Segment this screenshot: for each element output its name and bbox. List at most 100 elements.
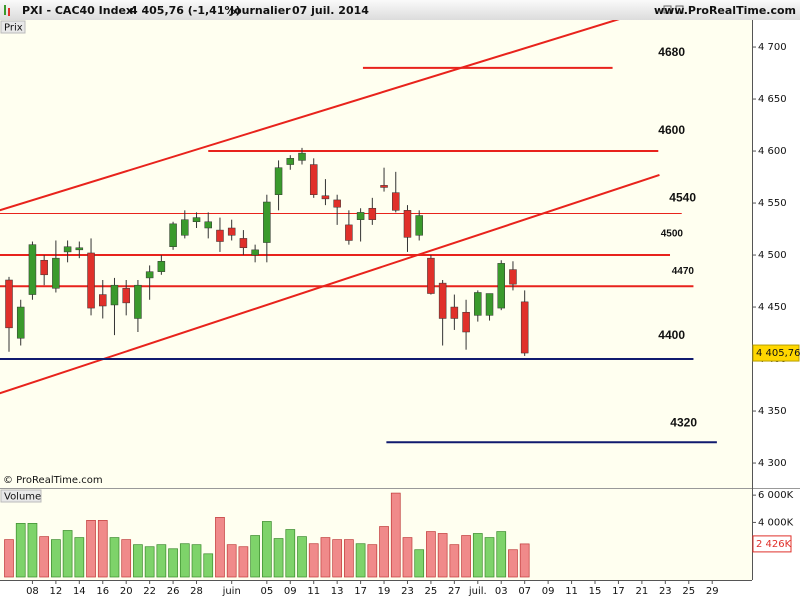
candle-body (87, 252, 95, 309)
x-tick-label: 22 (143, 586, 156, 597)
volume-bar (168, 548, 178, 578)
volume-label: Volume (4, 492, 41, 503)
volume-bar (74, 537, 85, 578)
volume-bar (179, 543, 190, 578)
x-tick-label: 12 (50, 586, 63, 597)
x-tick-label: 09 (542, 586, 555, 597)
x-tick-label: 11 (565, 586, 578, 597)
candle-body (450, 306, 459, 319)
volume-bar (437, 533, 448, 578)
volume-bar (133, 544, 143, 578)
volume-bar (215, 517, 225, 578)
x-tick-label: 27 (448, 586, 461, 597)
candle-body (438, 282, 447, 319)
volume-bar (367, 544, 378, 578)
x-tick-label: 08 (26, 586, 39, 597)
y-tick-label: 4 600 (758, 146, 787, 157)
candle-body (40, 259, 48, 276)
x-tick-label: 16 (96, 586, 109, 597)
volume-bar (332, 539, 343, 578)
x-tick-label: 23 (659, 586, 672, 597)
candle-body (298, 152, 306, 161)
candle-body (392, 192, 400, 211)
candle-body (122, 288, 130, 304)
x-tick-label: 11 (307, 586, 320, 597)
last-volume-box (752, 535, 792, 553)
volume-bar (109, 537, 120, 578)
candle-body (380, 185, 388, 188)
candle-body (321, 195, 330, 200)
volume-bar (238, 546, 249, 578)
x-tick-label: 19 (378, 586, 391, 597)
volume-bar (426, 531, 436, 578)
x-tick-label: 28 (190, 586, 203, 597)
candle-body (427, 257, 435, 294)
x-tick-label: 29 (706, 586, 719, 597)
candle-body (157, 261, 166, 272)
volume-bar (250, 535, 260, 578)
volume-bar (97, 520, 108, 578)
candle-body (274, 167, 283, 195)
volume-bar (285, 529, 296, 578)
volume-bar (472, 533, 483, 578)
volume-bar (191, 544, 202, 578)
level-label: 4500 (661, 229, 684, 240)
volume-bar (86, 520, 96, 578)
y-tick-label: 4 450 (758, 302, 787, 313)
x-tick-label: 07 (518, 586, 531, 597)
candle-body (286, 158, 295, 165)
volume-bar (379, 526, 389, 578)
x-tick-label: juil. (468, 586, 487, 597)
level-label: 4680 (658, 45, 685, 59)
x-tick-label: 20 (120, 586, 133, 597)
x-tick-label: 05 (260, 586, 273, 597)
y-tick-label: 4 300 (758, 458, 787, 469)
volume-bar (519, 543, 530, 578)
volume-bar (496, 531, 507, 578)
candle-body (227, 227, 236, 236)
y-tick-label: 4 550 (758, 198, 787, 209)
candle-body (192, 217, 201, 223)
header-bar (0, 0, 800, 20)
candle-body (497, 263, 505, 309)
level-label: 4400 (658, 328, 685, 342)
volume-bar (261, 521, 272, 578)
x-tick-label: 13 (331, 586, 344, 597)
candle-body (251, 249, 259, 256)
date: 07 juil. 2014 (292, 4, 369, 17)
x-tick-label: juin (222, 586, 241, 597)
panel-tag (0, 20, 26, 34)
candle-body (368, 207, 377, 220)
candle-body (145, 271, 154, 279)
price-panel (0, 20, 752, 488)
candle-body (16, 306, 25, 339)
candle-body (520, 301, 529, 354)
candle-body (63, 246, 72, 253)
y-tick-label: 6 000K (758, 490, 794, 501)
volume-bar (508, 549, 518, 578)
y-tick-label: 4 650 (758, 94, 787, 105)
quote: 4 405,76 (-1,41%) (130, 4, 241, 17)
candle-body (263, 201, 271, 243)
trendline (0, 20, 620, 212)
x-tick-label: 17 (612, 586, 625, 597)
last-price-box (752, 344, 800, 362)
x-tick-label: 25 (682, 586, 695, 597)
window-buttons (663, 5, 684, 14)
copyright: © ProRealTime.com (3, 475, 103, 486)
panel-tag (0, 489, 42, 503)
volume-bar (484, 537, 495, 578)
x-tick-label: 14 (73, 586, 86, 597)
x-tick-label: 23 (401, 586, 414, 597)
volume-bar (355, 543, 366, 578)
candle-body (485, 293, 494, 316)
volume-bar (144, 546, 155, 578)
candle-body (216, 229, 224, 242)
y-tick-label: 4 700 (758, 42, 787, 53)
level-label: 4320 (670, 415, 697, 429)
candle-body (462, 311, 470, 333)
candle-body (474, 292, 482, 316)
candle-body (403, 210, 412, 238)
panel-label: Prix (4, 23, 23, 34)
volume-bar (390, 492, 401, 578)
